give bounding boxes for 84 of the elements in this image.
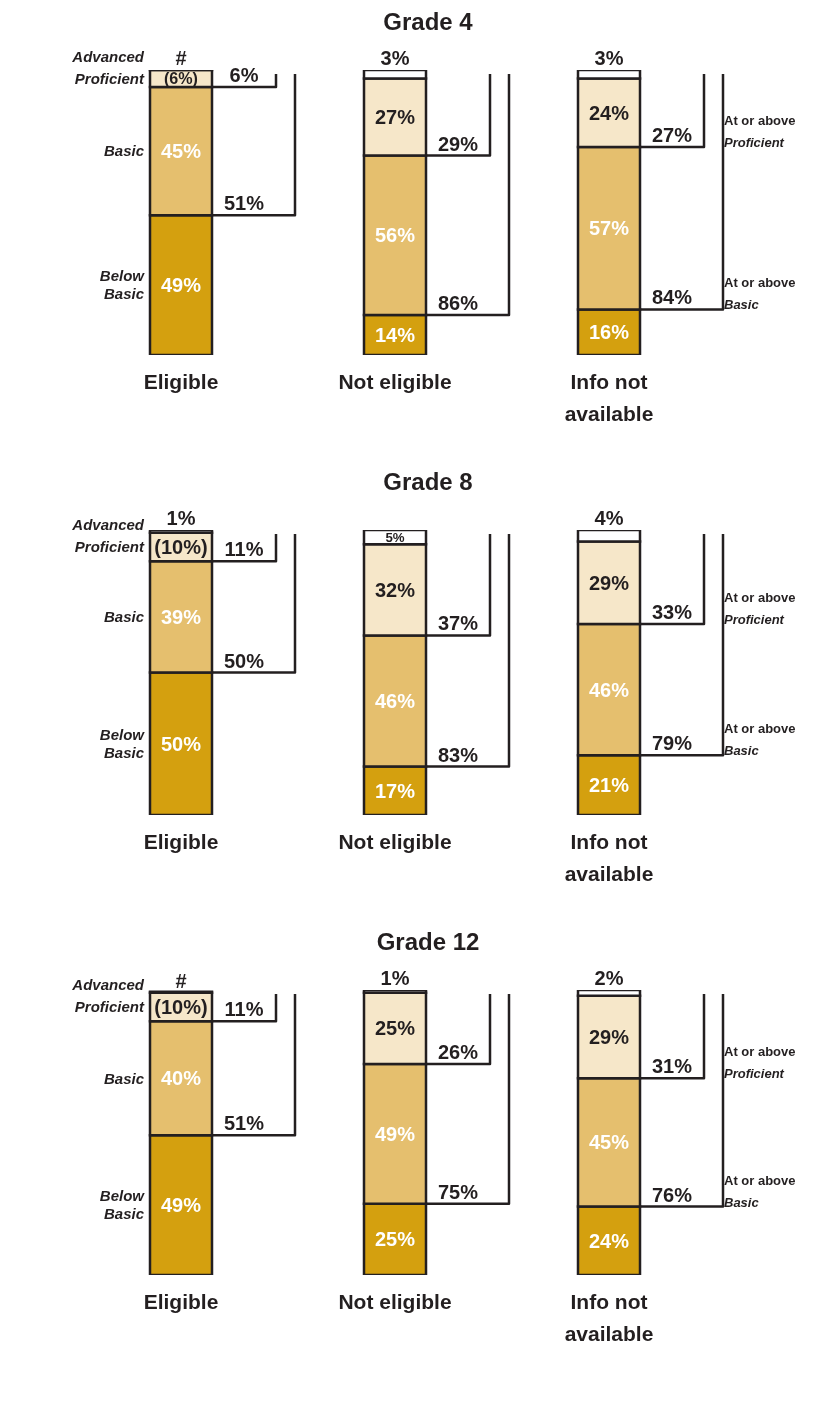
x-tick-label: Not eligible	[338, 830, 452, 853]
data-label: 50%	[160, 732, 202, 755]
data-label: 24%	[588, 101, 630, 124]
data-label: 56%	[374, 224, 416, 247]
data-label: 29%	[588, 1026, 630, 1049]
data-label: 32%	[374, 578, 416, 601]
text: At or above Proficient	[724, 590, 796, 628]
data-label: 46%	[374, 690, 416, 712]
annotation: 51%	[223, 192, 265, 215]
annotation: 6%	[229, 64, 259, 87]
data-label: 14%	[374, 324, 416, 347]
series-label: Proficient	[74, 538, 145, 556]
text: At or above Basic	[724, 1172, 796, 1210]
data-label: (10%)	[154, 996, 208, 1019]
data-label: 39%	[160, 605, 202, 628]
x-tick-label: Info not available	[564, 370, 654, 425]
annotation: 50%	[223, 649, 265, 672]
data-label: 16%	[588, 321, 630, 344]
text: At or above Basic	[724, 721, 796, 759]
data-label: 4%	[594, 507, 624, 529]
data-label: 49%	[160, 274, 202, 297]
data-label: 25%	[374, 1228, 416, 1251]
annotation: 76%	[651, 1183, 693, 1206]
data-label: 21%	[588, 774, 630, 797]
x-tick-label: Eligible	[143, 370, 219, 393]
x-tick-label: Eligible	[143, 830, 219, 853]
series-label: Basic	[103, 142, 145, 160]
x-tick-label: Info not available	[564, 1290, 654, 1345]
annotation: 11%	[224, 538, 264, 561]
x-tick-label: Not eligible	[338, 370, 452, 393]
series-label: Below Basic	[99, 267, 146, 303]
annotation: 26%	[437, 1041, 479, 1064]
data-label: 3%	[380, 47, 410, 69]
annotation: 11%	[224, 998, 264, 1021]
data-label: #	[175, 969, 187, 992]
annotation: 51%	[223, 1112, 265, 1135]
text: At or above Basic	[724, 275, 796, 313]
data-label: 45%	[160, 140, 202, 163]
annotation: 83%	[437, 743, 479, 766]
data-label: 49%	[374, 1122, 416, 1145]
series-label: Below Basic	[99, 1187, 146, 1223]
series-label: Advanced	[71, 47, 145, 65]
annotation: 79%	[651, 732, 693, 755]
series-label: Basic	[103, 1069, 145, 1087]
chart-title: Grade 12	[375, 928, 481, 957]
data-label: 57%	[588, 217, 630, 240]
data-label: 2%	[594, 967, 624, 989]
series-label: Proficient	[74, 998, 145, 1016]
data-label: 46%	[588, 678, 630, 701]
annotation: 84%	[651, 286, 693, 309]
text: At or above Proficient	[724, 112, 796, 150]
data-label: 49%	[160, 1194, 202, 1217]
data-label: 25%	[374, 1017, 416, 1040]
annotation: 37%	[437, 612, 479, 635]
annotation: 29%	[437, 132, 479, 155]
x-tick-label: Eligible	[143, 1290, 219, 1313]
data-label: 1%	[380, 967, 410, 989]
data-label: 5%	[385, 529, 405, 545]
data-label: 1%	[166, 507, 196, 529]
annotation: 31%	[651, 1055, 693, 1078]
data-label: 17%	[374, 779, 416, 802]
chart-title: Grade 8	[382, 468, 474, 497]
x-tick-label: Info not available	[564, 830, 654, 885]
data-label: (10%)	[154, 536, 208, 559]
text: At or above Proficient	[724, 1044, 796, 1082]
series-label: Basic	[103, 608, 145, 626]
data-label: (6%)	[164, 69, 198, 88]
data-label: 40%	[160, 1067, 202, 1090]
data-label: 3%	[594, 47, 624, 69]
annotation: 86%	[437, 292, 479, 315]
series-label: Advanced	[71, 516, 145, 534]
annotation: 75%	[437, 1180, 479, 1203]
annotation: 33%	[651, 601, 693, 624]
annotation: 27%	[651, 123, 693, 146]
data-label: #	[175, 47, 187, 69]
series-label: Below Basic	[99, 726, 146, 761]
series-label: Proficient	[74, 69, 145, 87]
data-label: 24%	[588, 1229, 630, 1252]
data-label: 45%	[588, 1131, 630, 1154]
series-label: Advanced	[71, 976, 145, 994]
data-label: 27%	[374, 106, 416, 129]
chart-title: Grade 4	[382, 8, 474, 37]
x-tick-label: Not eligible	[338, 1290, 452, 1313]
data-label: 29%	[588, 571, 630, 594]
